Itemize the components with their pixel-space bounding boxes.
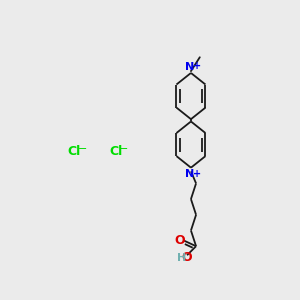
Text: O: O <box>175 234 185 247</box>
Text: H: H <box>177 253 187 262</box>
Text: −: − <box>119 144 129 154</box>
Text: Cl: Cl <box>68 145 81 158</box>
Text: N: N <box>185 169 194 179</box>
Text: −: − <box>77 144 87 154</box>
Text: +: + <box>194 169 202 179</box>
Text: N: N <box>185 62 194 72</box>
Text: O: O <box>182 251 192 264</box>
Text: Cl: Cl <box>110 145 123 158</box>
Text: +: + <box>194 61 202 71</box>
